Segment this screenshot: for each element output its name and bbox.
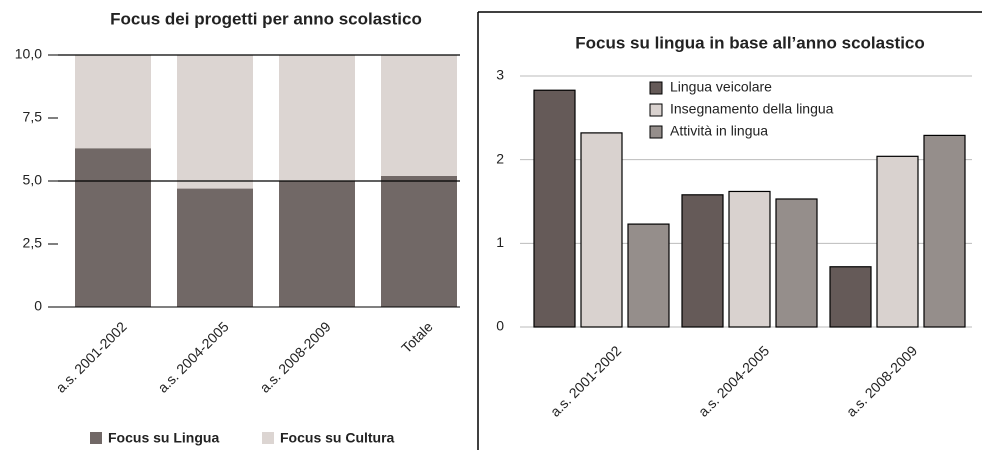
y-tick-label: 10,0 bbox=[15, 46, 42, 62]
bar bbox=[923, 134, 966, 328]
bar bbox=[681, 194, 724, 328]
bar-segment bbox=[279, 55, 355, 181]
y-tick-label: 1 bbox=[496, 234, 504, 250]
legend-label: Insegnamento della lingua bbox=[670, 101, 834, 117]
legend-swatch bbox=[649, 81, 663, 95]
legend-swatch bbox=[649, 103, 663, 117]
x-tick-label: a.s. 2004-2005 bbox=[695, 342, 773, 420]
x-tick-label: a.s. 2001-2002 bbox=[52, 318, 130, 396]
bar bbox=[775, 198, 818, 328]
x-tick-label: a.s. 2001-2002 bbox=[547, 342, 625, 420]
bar-segment bbox=[381, 55, 457, 176]
legend-swatch bbox=[262, 432, 274, 444]
legend-swatch bbox=[649, 125, 663, 139]
bar-segment bbox=[381, 175, 457, 307]
bar bbox=[876, 155, 919, 328]
chart-title: Focus dei progetti per anno scolastico bbox=[110, 9, 422, 28]
y-tick-label: 0 bbox=[34, 298, 42, 314]
bar-segment bbox=[177, 55, 253, 189]
legend-label: Focus su Lingua bbox=[108, 430, 219, 446]
legend-label: Attività in lingua bbox=[670, 123, 768, 139]
bar bbox=[580, 132, 623, 328]
bar bbox=[728, 190, 771, 328]
y-tick-label: 2 bbox=[496, 150, 504, 166]
legend-label: Focus su Cultura bbox=[280, 430, 395, 446]
bar-segment bbox=[279, 181, 355, 307]
chart-title: Focus su lingua in base all’anno scolast… bbox=[575, 33, 925, 52]
legend-swatch bbox=[90, 432, 102, 444]
x-tick-label: Totale bbox=[398, 318, 436, 356]
legend-label: Lingua veicolare bbox=[670, 79, 772, 95]
x-tick-label: a.s. 2004-2005 bbox=[154, 318, 232, 396]
y-tick-label: 2,5 bbox=[23, 235, 43, 251]
bar bbox=[533, 89, 576, 328]
bar-segment bbox=[75, 55, 151, 149]
bar bbox=[627, 223, 670, 328]
y-tick-label: 5,0 bbox=[23, 172, 43, 188]
y-tick-label: 0 bbox=[496, 318, 504, 334]
x-tick-label: a.s. 2008-2009 bbox=[256, 318, 334, 396]
x-tick-label: a.s. 2008-2009 bbox=[843, 342, 921, 420]
bar-segment bbox=[75, 148, 151, 307]
bar bbox=[829, 266, 872, 328]
bar-segment bbox=[177, 188, 253, 307]
y-tick-label: 7,5 bbox=[23, 109, 43, 125]
y-tick-label: 3 bbox=[496, 67, 504, 83]
